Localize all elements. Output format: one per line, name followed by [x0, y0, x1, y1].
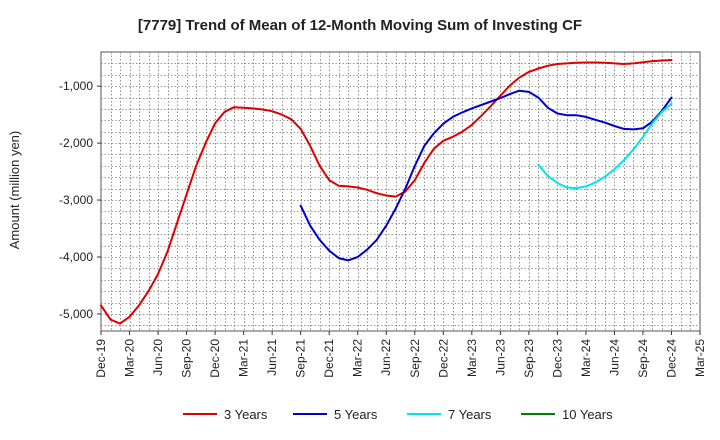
x-tick-label: Sep-21: [294, 339, 308, 378]
x-tick-label: Sep-24: [636, 339, 650, 378]
x-tick-label: Mar-20: [123, 339, 137, 377]
plot-area: [100, 51, 701, 332]
legend-label: 3 Years: [224, 407, 268, 422]
x-tick-label: Mar-24: [579, 339, 593, 377]
x-tick-label: Sep-20: [180, 339, 194, 378]
plot-frame: [100, 51, 701, 332]
x-tick-label: Jun-23: [493, 339, 507, 376]
x-tick-label: Dec-20: [208, 339, 222, 378]
series-line-3-years: [100, 59, 673, 325]
x-tick-label: Dec-24: [664, 339, 678, 378]
series-lines: [100, 59, 673, 325]
y-tick-label: -1,000: [59, 79, 93, 93]
x-tick-label: Dec-19: [94, 339, 108, 378]
y-tick-label: -4,000: [59, 250, 93, 264]
x-tick-label: Sep-23: [522, 339, 536, 378]
x-tick-label: Dec-23: [550, 339, 564, 378]
grid: [101, 52, 700, 331]
chart-title: [7779] Trend of Mean of 12-Month Moving …: [138, 17, 582, 34]
x-axis: Dec-19 Mar-20 Jun-20 Sep-20 Dec-20 Mar-21 Jun-…: [94, 331, 707, 378]
x-tick-label: Mar-21: [237, 339, 251, 377]
legend-label: 7 Years: [448, 407, 492, 422]
y-tick-label: -2,000: [59, 136, 93, 150]
x-tick-label: Sep-22: [408, 339, 422, 378]
y-axis: -5,000 -4,000 -3,000 -2,000 -1,000: [59, 79, 101, 321]
series-line-7-years: [537, 102, 673, 190]
y-tick-label: -3,000: [59, 193, 93, 207]
x-tick-label: Mar-23: [465, 339, 479, 377]
legend: 3 Years 5 Years 7 Years 10 Years: [183, 407, 613, 422]
x-tick-label: Jun-24: [607, 339, 621, 376]
x-tick-label: Dec-21: [322, 339, 336, 378]
x-tick-label: Jun-20: [151, 339, 165, 376]
legend-label: 10 Years: [562, 407, 613, 422]
y-axis-label: Amount (million yen): [7, 131, 22, 250]
series-line-5-years: [299, 89, 673, 262]
x-tick-label: Dec-22: [436, 339, 450, 378]
y-tick-label: -5,000: [59, 307, 93, 321]
x-tick-label: Mar-22: [351, 339, 365, 377]
x-tick-label: Mar-25: [693, 339, 707, 377]
x-tick-label: Jun-21: [265, 339, 279, 376]
x-tick-label: Jun-22: [379, 339, 393, 376]
legend-label: 5 Years: [334, 407, 378, 422]
